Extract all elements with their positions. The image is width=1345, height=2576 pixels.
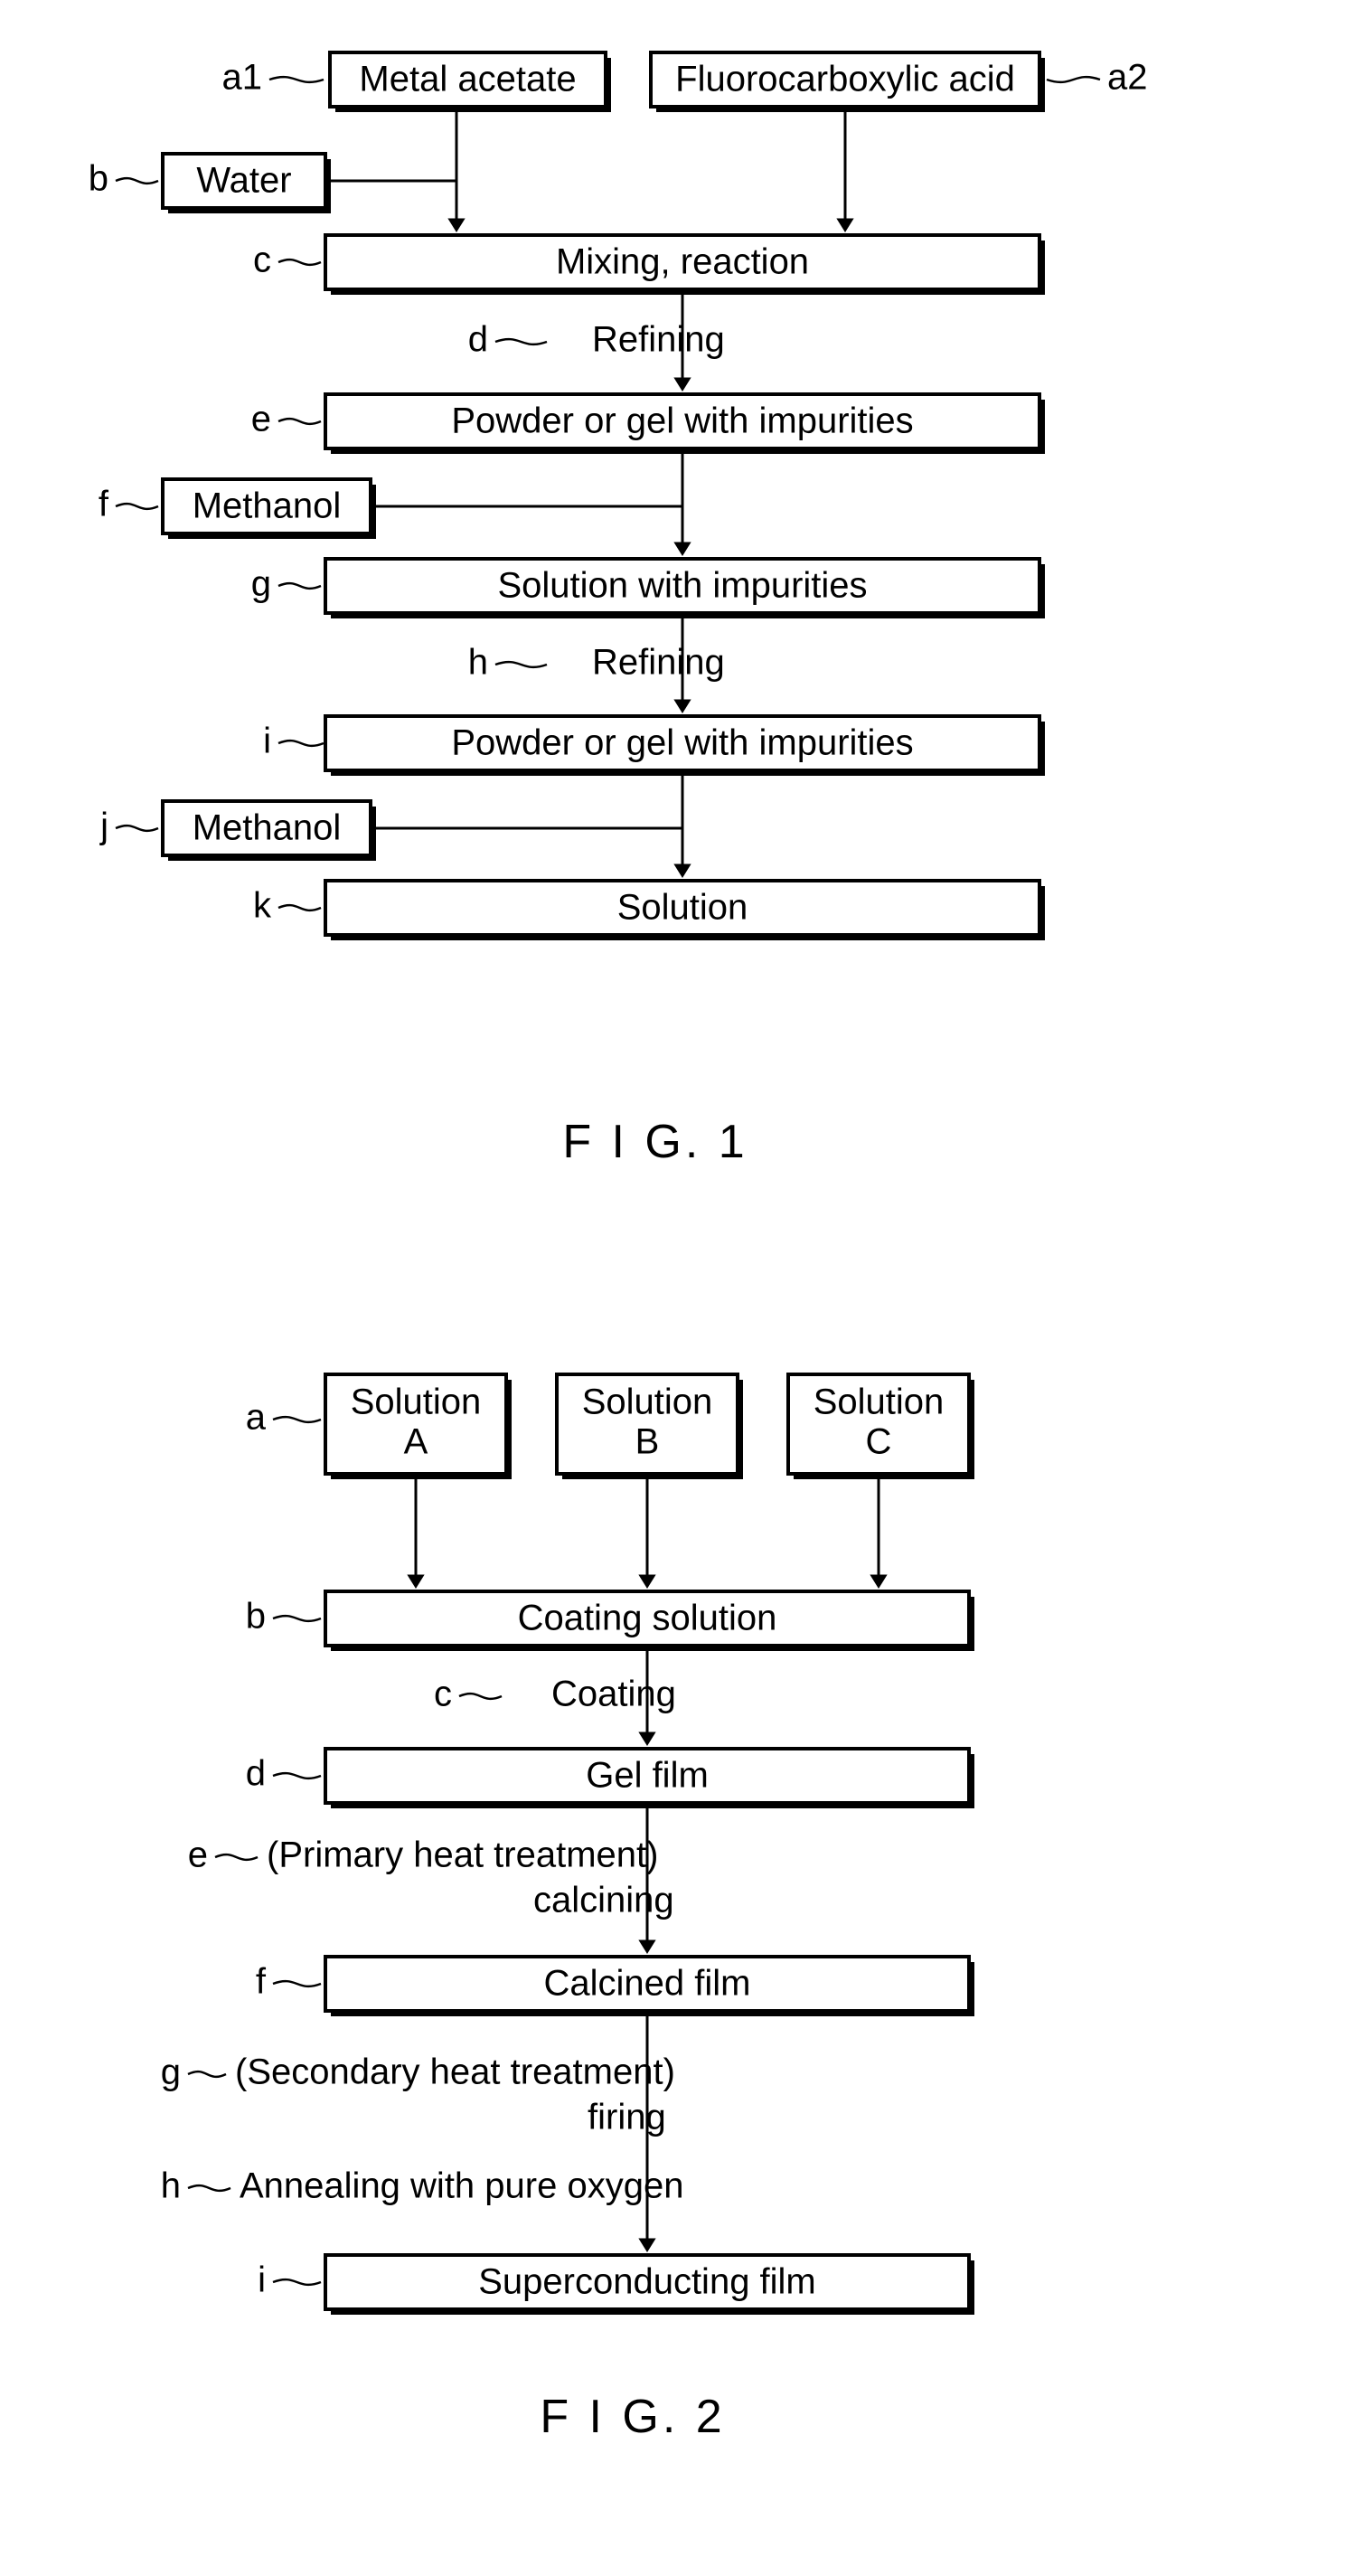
fig2-f-text: Calcined film: [544, 1964, 751, 2004]
fig1-i-text: Powder or gel with impurities: [451, 723, 913, 763]
tie-connector: [278, 583, 321, 589]
fig2-aC-text-0: Solution: [814, 1382, 945, 1422]
fig2-i-text: Superconducting film: [478, 2262, 816, 2302]
label-fig2-i: i: [258, 2260, 266, 2300]
arrowhead: [408, 1575, 424, 1588]
label-fig2-a: a: [246, 1398, 267, 1438]
label-fig1-a2: a2: [1107, 58, 1148, 98]
fig2-aB-text-0: Solution: [582, 1382, 713, 1422]
arrowhead: [674, 378, 691, 391]
fig1-j-text: Methanol: [193, 808, 342, 848]
label-fig1-e: e: [251, 400, 271, 439]
label-fig1-b: b: [89, 159, 108, 199]
tie-connector: [273, 2279, 321, 2285]
fig2-aA-text-0: Solution: [351, 1382, 482, 1422]
arrowhead: [639, 1940, 655, 1953]
arrowhead: [639, 2239, 655, 2251]
fig2-aA-text-1: A: [404, 1422, 428, 1462]
fig1-k-text: Solution: [617, 888, 748, 928]
label-fig2-h-text2: Annealing with pure oxygen: [240, 2166, 683, 2206]
tie-connector: [273, 1981, 321, 1986]
label-fig2-g-text2: (Secondary heat treatment): [235, 2052, 675, 2092]
label-fig2-e-text2: (Primary heat treatment): [267, 1835, 658, 1875]
tie-connector: [116, 178, 158, 184]
arrowhead: [837, 219, 853, 231]
tie-connector: [269, 77, 324, 82]
label-fig1-a1: a1: [222, 58, 263, 98]
arrowhead: [674, 700, 691, 712]
label-fig2-d: d: [246, 1754, 266, 1794]
arrowhead: [448, 219, 465, 231]
tie-connector: [215, 1854, 258, 1860]
fig1-c-text: Mixing, reaction: [556, 242, 809, 282]
label-fig1-d: d: [468, 320, 488, 360]
arrowhead: [639, 1732, 655, 1745]
label-fig1-h: h: [468, 643, 488, 683]
label-fig1-i: i: [263, 722, 271, 761]
fig2-aC-text-1: C: [866, 1422, 892, 1462]
tie-connector: [116, 504, 158, 509]
fig2-aB-text-1: B: [635, 1422, 660, 1462]
fig2-b-text: Coating solution: [518, 1599, 777, 1638]
fig1-title: F I G. 1: [562, 1116, 748, 1168]
label-fig2-e: e: [188, 1835, 208, 1875]
fig2-d-text: Gel film: [586, 1756, 709, 1796]
label-fig1-h-text2: Refining: [592, 643, 725, 683]
fig1-f-text: Methanol: [193, 486, 342, 526]
arrowhead: [870, 1575, 887, 1588]
tie-connector: [278, 741, 324, 746]
label-fig2-g-line2: firing: [588, 2098, 666, 2137]
diagram-canvas: Metal acetate Fluorocarboxylic acid Water M…: [0, 0, 1345, 2576]
tie-connector: [116, 826, 158, 831]
fig1-a2-text: Fluorocarboxylic acid: [675, 60, 1015, 99]
arrowhead: [674, 543, 691, 555]
tie-connector: [495, 339, 547, 344]
tie-connector: [278, 259, 321, 265]
label-fig2-c-text2: Coating: [551, 1675, 676, 1714]
label-fig2-c: c: [434, 1675, 452, 1714]
fig1-g-text: Solution with impurities: [497, 566, 867, 606]
tie-connector: [188, 2185, 230, 2191]
label-fig2-b: b: [246, 1597, 266, 1637]
tie-connector: [1047, 77, 1100, 82]
label-fig2-h: h: [161, 2166, 181, 2206]
arrowhead: [639, 1575, 655, 1588]
tie-connector: [278, 419, 321, 424]
label-fig2-f: f: [256, 1962, 267, 2002]
tie-connector: [278, 905, 321, 911]
tie-connector: [273, 1417, 321, 1422]
tie-connector: [459, 1694, 502, 1699]
label-fig1-f: f: [99, 485, 109, 524]
label-fig1-k: k: [253, 886, 272, 926]
label-fig1-d-text2: Refining: [592, 320, 725, 360]
fig2-title: F I G. 2: [540, 2391, 725, 2443]
label-fig1-g: g: [251, 564, 271, 604]
fig1-a1-text: Metal acetate: [359, 60, 576, 99]
arrowhead: [674, 864, 691, 877]
label-fig1-j: j: [99, 807, 108, 846]
label-fig1-c: c: [253, 241, 271, 280]
label-fig2-e-line2: calcining: [533, 1881, 674, 1920]
tie-connector: [273, 1773, 321, 1779]
label-fig2-g: g: [161, 2052, 181, 2092]
tie-connector: [495, 662, 547, 667]
tie-connector: [188, 2071, 226, 2077]
fig1-e-text: Powder or gel with impurities: [451, 401, 913, 441]
tie-connector: [273, 1616, 321, 1621]
fig1-b-text: Water: [196, 161, 291, 201]
